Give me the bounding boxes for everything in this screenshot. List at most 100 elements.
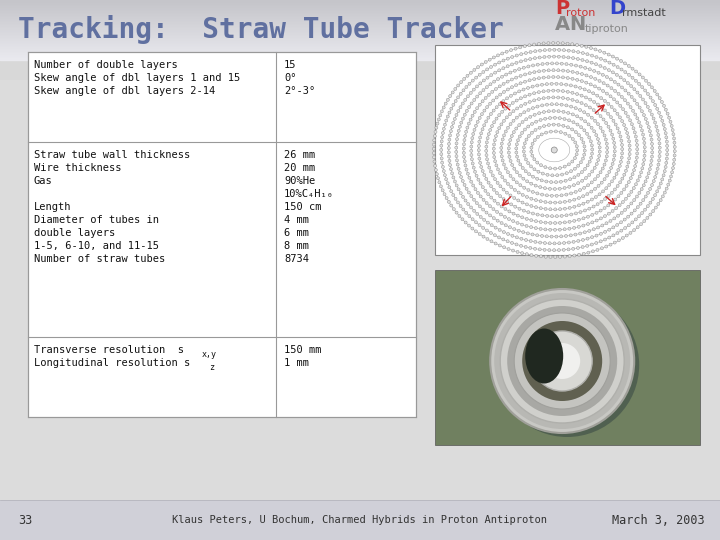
Circle shape	[587, 215, 590, 218]
Circle shape	[510, 56, 514, 58]
Bar	[435, 270, 700, 445]
Circle shape	[502, 66, 505, 70]
Circle shape	[644, 89, 647, 92]
Circle shape	[523, 45, 526, 48]
Circle shape	[603, 207, 606, 210]
Bar	[0, 22, 720, 23]
Circle shape	[652, 180, 655, 183]
Circle shape	[599, 57, 603, 60]
Circle shape	[557, 96, 559, 99]
Circle shape	[522, 88, 525, 91]
Circle shape	[647, 191, 649, 194]
Circle shape	[512, 110, 515, 113]
Circle shape	[611, 133, 613, 136]
Circle shape	[634, 160, 638, 164]
Circle shape	[433, 143, 436, 146]
Circle shape	[441, 189, 444, 192]
Text: 8734: 8734	[284, 254, 309, 264]
Circle shape	[433, 156, 436, 159]
Circle shape	[524, 158, 528, 161]
Circle shape	[586, 193, 589, 195]
Circle shape	[463, 113, 467, 116]
Circle shape	[485, 150, 487, 152]
Bar	[0, 45, 720, 46]
Circle shape	[462, 147, 465, 150]
Circle shape	[573, 205, 576, 208]
Circle shape	[503, 246, 505, 249]
Circle shape	[497, 54, 500, 57]
Circle shape	[636, 148, 639, 151]
Circle shape	[579, 232, 582, 235]
Circle shape	[517, 159, 520, 162]
Circle shape	[580, 94, 583, 97]
Circle shape	[562, 76, 564, 79]
Circle shape	[447, 143, 451, 145]
Text: 1-5, 6-10, and 11-15: 1-5, 6-10, and 11-15	[34, 241, 159, 251]
Circle shape	[521, 223, 523, 226]
Circle shape	[521, 201, 524, 204]
Circle shape	[568, 199, 571, 202]
Circle shape	[524, 59, 527, 62]
Circle shape	[527, 188, 530, 192]
Circle shape	[628, 157, 631, 160]
Circle shape	[642, 199, 644, 201]
Circle shape	[534, 129, 537, 131]
Bar	[0, 17, 720, 18]
Circle shape	[572, 113, 575, 116]
Circle shape	[547, 69, 550, 72]
Circle shape	[500, 155, 503, 158]
Circle shape	[634, 135, 637, 138]
Circle shape	[609, 243, 612, 246]
Circle shape	[586, 244, 589, 247]
Circle shape	[531, 142, 534, 145]
Circle shape	[541, 193, 544, 196]
Circle shape	[500, 142, 503, 145]
Circle shape	[616, 65, 619, 69]
Circle shape	[642, 133, 644, 136]
Circle shape	[485, 201, 488, 205]
Circle shape	[511, 234, 514, 237]
Circle shape	[482, 235, 485, 238]
Circle shape	[562, 56, 565, 58]
Circle shape	[494, 63, 497, 66]
Circle shape	[647, 172, 650, 175]
Circle shape	[633, 209, 636, 212]
Circle shape	[584, 66, 587, 69]
Circle shape	[605, 187, 608, 190]
Circle shape	[575, 92, 579, 96]
Circle shape	[657, 138, 660, 141]
Circle shape	[472, 132, 474, 136]
Circle shape	[510, 134, 513, 138]
Text: rmstadt: rmstadt	[622, 8, 666, 18]
Circle shape	[564, 132, 567, 135]
Circle shape	[497, 168, 500, 171]
Circle shape	[632, 168, 636, 172]
Circle shape	[573, 167, 577, 170]
Circle shape	[656, 93, 659, 96]
Bar	[28, 52, 416, 417]
Circle shape	[575, 145, 578, 148]
Circle shape	[613, 109, 616, 112]
Circle shape	[587, 123, 590, 126]
Circle shape	[519, 60, 523, 63]
Circle shape	[492, 147, 495, 150]
Circle shape	[499, 185, 502, 188]
Circle shape	[487, 221, 490, 224]
Circle shape	[455, 151, 458, 153]
Circle shape	[575, 131, 577, 133]
Circle shape	[539, 241, 541, 244]
Circle shape	[472, 79, 474, 82]
Circle shape	[555, 62, 559, 65]
Circle shape	[498, 69, 500, 72]
Circle shape	[584, 120, 587, 123]
Circle shape	[613, 241, 616, 244]
Text: Number of straw tubes: Number of straw tubes	[34, 254, 166, 264]
Circle shape	[549, 117, 552, 119]
Circle shape	[626, 102, 629, 105]
Circle shape	[638, 175, 641, 178]
Circle shape	[608, 69, 611, 72]
Circle shape	[580, 117, 582, 120]
Circle shape	[657, 186, 660, 189]
Circle shape	[538, 56, 541, 59]
Circle shape	[499, 194, 502, 198]
